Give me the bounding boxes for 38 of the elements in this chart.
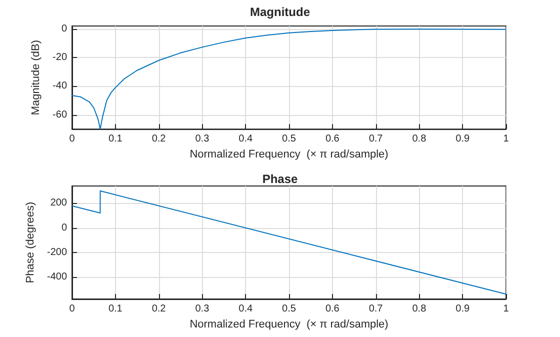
x-tick-label: 0.8 [412,134,427,145]
x-tick-label: 0.3 [195,134,210,145]
y-tick-label: -200 [46,246,68,258]
x-tick-label: 0.2 [152,134,166,145]
y-tick-label: -40 [52,80,68,92]
line-series [72,190,506,295]
x-tick-label: 0.9 [456,304,470,314]
x-tick-label: 0.1 [108,134,123,145]
x-tick-label: 0.1 [108,304,123,314]
x-tick-label: 0.6 [325,304,340,314]
x-tick-label: 0 [69,304,76,314]
x-tick-label: 1 [503,134,510,145]
x-tick-label: 0.6 [325,134,340,145]
y-tick-label: -60 [52,109,68,120]
y-tick-label: -20 [52,52,68,64]
x-tick-label: 1 [503,304,510,314]
x-axis-title: Normalized Frequency (× π rad/sample) [190,318,388,330]
chart-title: Magnitude [250,5,310,19]
x-tick-label: 0.9 [456,134,470,145]
chart-title: Phase [262,172,298,186]
x-tick-label: 0.8 [412,304,427,314]
line-series [72,28,506,130]
x-tick-label: 0.7 [368,134,384,145]
x-tick-label: 0.3 [195,304,210,314]
x-tick-label: 0.5 [282,304,296,314]
y-tick-label: 0 [61,222,68,234]
x-axis-title: Normalized Frequency (× π rad/sample) [190,148,388,160]
x-tick-label: 0.5 [282,134,296,145]
x-tick-label: 0 [69,134,76,145]
y-tick-label: 200 [50,198,68,209]
y-tick-label: 0 [61,23,68,34]
y-axis-title: Magnitude (dB) [30,40,42,116]
x-tick-label: 0.7 [368,304,384,314]
x-tick-label: 0.4 [238,304,253,314]
y-axis-title: Phase (degrees) [24,202,37,284]
x-tick-label: 0.4 [238,134,253,145]
x-tick-label: 0.2 [152,304,166,314]
y-tick-label: -400 [46,271,68,282]
